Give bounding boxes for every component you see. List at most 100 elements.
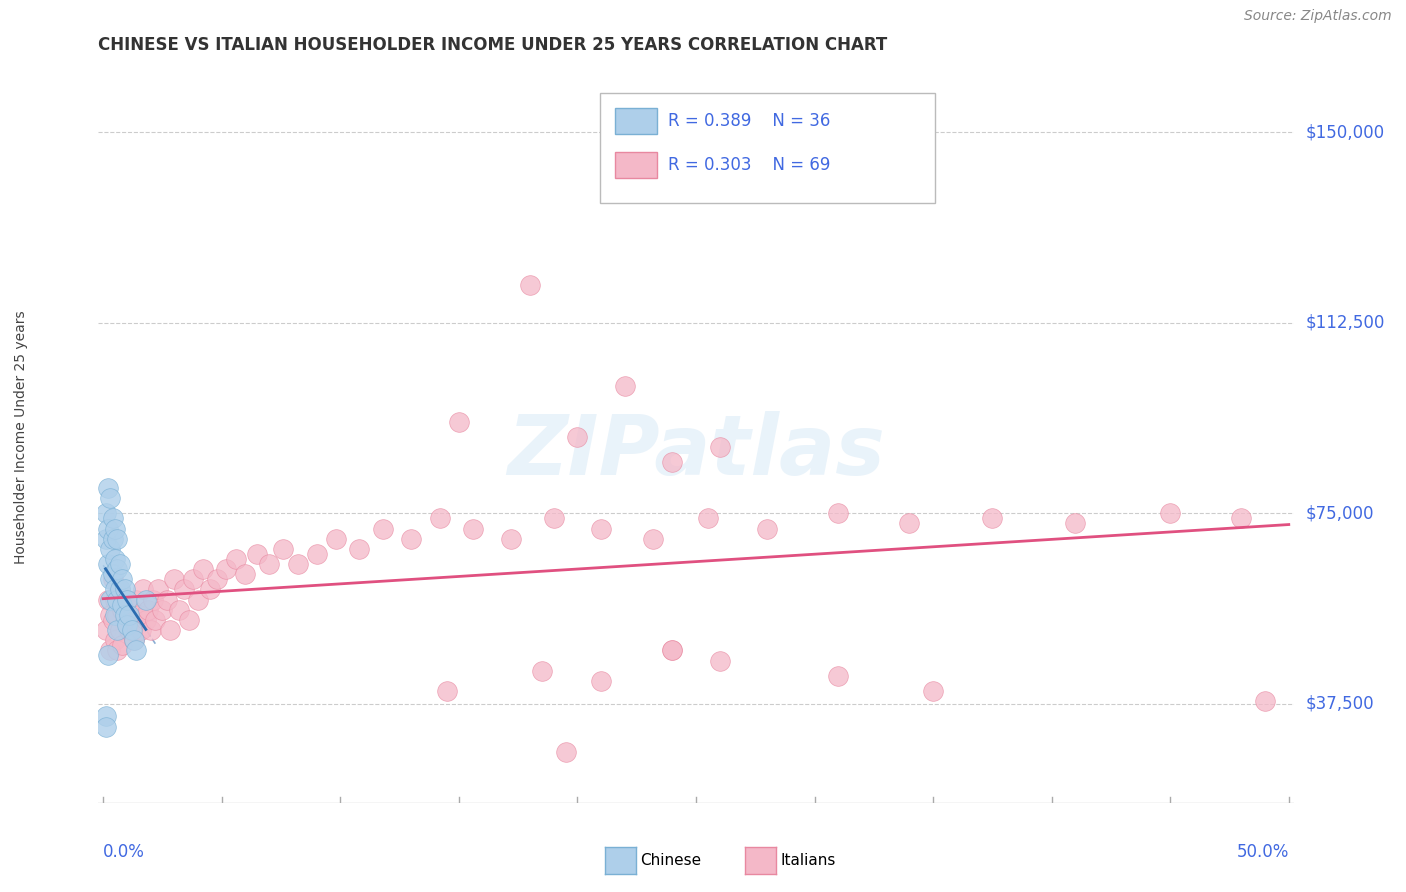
Point <box>554 745 576 759</box>
Point <box>108 582 131 597</box>
Point <box>104 582 127 597</box>
Point <box>1254 694 1277 708</box>
Point <box>104 521 127 535</box>
Point <box>257 557 280 571</box>
Point <box>235 567 257 582</box>
Point <box>98 541 121 556</box>
Text: Italians: Italians <box>780 854 835 868</box>
Point <box>98 607 121 622</box>
Point <box>305 547 328 561</box>
Text: Source: ZipAtlas.com: Source: ZipAtlas.com <box>1244 9 1392 23</box>
Point <box>756 521 779 535</box>
Point <box>287 557 309 571</box>
Point <box>181 572 204 586</box>
FancyBboxPatch shape <box>614 108 657 134</box>
Point <box>709 654 731 668</box>
Point <box>101 572 124 586</box>
Point <box>125 592 148 607</box>
Point <box>429 511 451 525</box>
Text: R = 0.389    N = 36: R = 0.389 N = 36 <box>668 112 831 130</box>
Point <box>1064 516 1087 531</box>
Point <box>111 638 134 652</box>
Point <box>108 582 131 597</box>
Point <box>246 547 269 561</box>
Point <box>325 532 347 546</box>
Point <box>898 516 921 531</box>
Point <box>114 613 136 627</box>
Point <box>121 623 143 637</box>
Text: 0.0%: 0.0% <box>103 843 145 861</box>
Text: CHINESE VS ITALIAN HOUSEHOLDER INCOME UNDER 25 YEARS CORRELATION CHART: CHINESE VS ITALIAN HOUSEHOLDER INCOME UN… <box>98 36 887 54</box>
Point <box>98 572 121 586</box>
Point <box>136 603 159 617</box>
Point <box>461 521 484 535</box>
Point <box>371 521 394 535</box>
Point <box>105 643 128 657</box>
Point <box>827 506 849 520</box>
Point <box>177 613 200 627</box>
Point <box>436 684 458 698</box>
Point <box>591 673 613 688</box>
Point <box>118 623 141 637</box>
Point <box>115 592 138 607</box>
Point <box>349 541 371 556</box>
Point <box>98 592 121 607</box>
FancyBboxPatch shape <box>614 153 657 178</box>
Point <box>108 557 131 571</box>
Text: R = 0.303    N = 69: R = 0.303 N = 69 <box>668 156 831 174</box>
Text: 50.0%: 50.0% <box>1236 843 1289 861</box>
Point <box>709 440 731 454</box>
Point <box>643 532 665 546</box>
Point <box>499 532 522 546</box>
Point <box>115 592 138 607</box>
Point <box>135 613 157 627</box>
Text: $37,500: $37,500 <box>1305 695 1374 713</box>
Text: Chinese: Chinese <box>640 854 700 868</box>
Point <box>94 506 117 520</box>
Point <box>101 532 124 546</box>
Point <box>156 592 179 607</box>
Point <box>152 603 174 617</box>
Point <box>198 582 221 597</box>
Point <box>125 643 148 657</box>
Point <box>187 592 209 607</box>
Point <box>225 552 247 566</box>
Point <box>661 643 683 657</box>
Point <box>205 572 228 586</box>
Point <box>104 633 127 648</box>
Point <box>135 592 157 607</box>
Point <box>97 592 120 607</box>
Point <box>519 277 541 292</box>
Point <box>105 623 128 637</box>
Point <box>94 720 117 734</box>
Point <box>111 598 134 612</box>
Point <box>273 541 295 556</box>
Point <box>97 557 120 571</box>
Point <box>613 379 636 393</box>
Point <box>1159 506 1181 520</box>
Point <box>104 592 127 607</box>
Text: $75,000: $75,000 <box>1305 504 1374 523</box>
Point <box>173 582 195 597</box>
Point <box>146 582 169 597</box>
Point <box>661 643 683 657</box>
Point <box>981 511 1004 525</box>
Point <box>104 607 127 622</box>
Point <box>108 623 131 637</box>
Point <box>94 623 117 637</box>
Point <box>530 664 553 678</box>
Point <box>114 607 136 622</box>
Point <box>114 582 136 597</box>
Point <box>1230 511 1253 525</box>
Text: Householder Income Under 25 years: Householder Income Under 25 years <box>14 310 28 564</box>
Point <box>143 613 166 627</box>
Point <box>115 618 138 632</box>
Point <box>105 592 128 607</box>
Text: $150,000: $150,000 <box>1305 123 1385 141</box>
Point <box>129 623 152 637</box>
FancyBboxPatch shape <box>600 94 935 203</box>
Point <box>142 592 165 607</box>
Point <box>101 511 124 525</box>
Point <box>97 648 120 663</box>
Point <box>122 633 145 648</box>
